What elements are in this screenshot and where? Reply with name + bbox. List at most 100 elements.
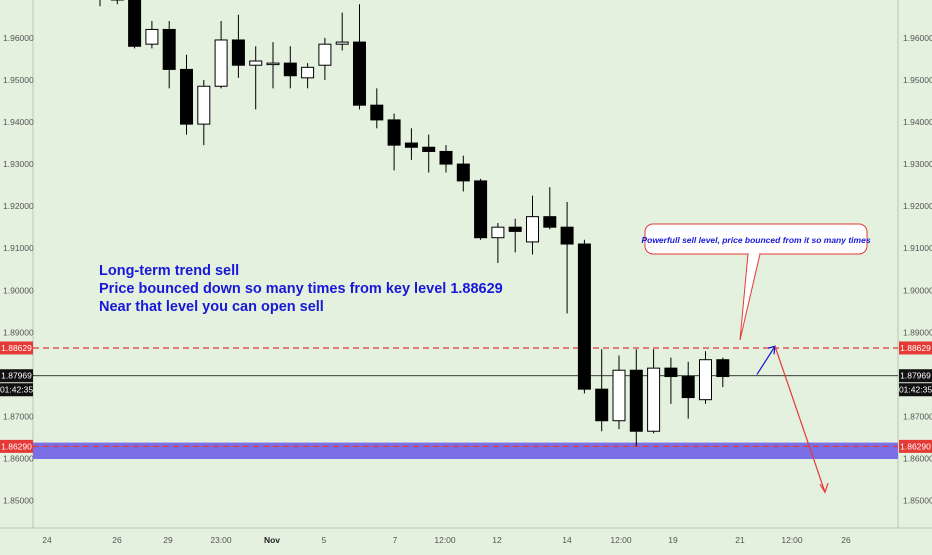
callout-text: Powerfull sell level, price bounced from… — [641, 235, 870, 245]
candle — [145, 21, 159, 49]
trade-note-line-1: Long-term trend sell — [99, 263, 239, 279]
candle-body-bear — [456, 163, 470, 182]
candle — [612, 355, 626, 430]
time-tick: 26 — [841, 535, 851, 545]
candle-body-bear — [180, 68, 193, 125]
candle-body-bear — [404, 142, 418, 148]
candle-body-bull — [318, 43, 332, 66]
time-tick: 12:00 — [434, 535, 456, 545]
left-level-labels: 1.88629 1.87969 01:42:35 1.86290 — [0, 341, 33, 453]
candle-body-bull — [699, 359, 712, 401]
candle-body-bull — [335, 41, 349, 45]
candle-body-bull — [249, 60, 263, 66]
candle-body-bear — [370, 104, 384, 121]
candle — [214, 21, 228, 89]
time-tick: 12 — [492, 535, 502, 545]
left-current-price-label: 1.87969 — [1, 371, 32, 381]
right-price-tick: 1.92000 — [903, 201, 932, 211]
candle-body-bear — [439, 150, 453, 165]
blue-arrow-head — [767, 345, 776, 355]
candle — [491, 222, 505, 263]
left-price-tick: 1.91000 — [3, 243, 34, 253]
left-resistance-label: 1.88629 — [1, 343, 32, 353]
candle — [716, 357, 730, 388]
right-support-label: 1.86290 — [900, 441, 931, 451]
candle-body-bull — [266, 62, 280, 66]
candle-body-bear — [162, 28, 176, 70]
candle — [162, 21, 176, 89]
right-price-tick: 1.87000 — [903, 412, 932, 422]
candle — [353, 4, 366, 110]
candle — [543, 187, 557, 230]
projection-arrows — [756, 345, 829, 494]
left-price-tick: 1.94000 — [3, 117, 34, 127]
left-current-price-box — [0, 369, 33, 383]
right-price-tick: 1.86000 — [903, 454, 932, 464]
right-price-tick: 1.85000 — [903, 496, 932, 506]
time-tick: 5 — [322, 535, 327, 545]
candle — [404, 128, 418, 160]
candle — [681, 361, 695, 419]
left-price-tick: 1.87000 — [3, 412, 34, 422]
trade-note-line-3: Near that level you can open sell — [99, 299, 324, 315]
candle-body-bull — [145, 28, 159, 45]
blue-up-arrow — [756, 345, 776, 375]
candle-body-bear — [422, 146, 436, 152]
right-price-tick: 1.93000 — [903, 159, 932, 169]
candle — [474, 178, 488, 240]
right-price-tick: 1.96000 — [903, 33, 932, 43]
candle — [370, 88, 384, 129]
candle — [128, 0, 142, 49]
candle — [180, 54, 193, 135]
left-price-tick: 1.90000 — [3, 285, 34, 295]
left-price-tick: 1.89000 — [3, 327, 34, 337]
candle-body-bull — [197, 85, 211, 125]
callout-pointer — [739, 253, 761, 341]
candle — [335, 12, 349, 51]
candle — [283, 46, 297, 89]
callout-annotation[interactable]: Powerfull sell level, price bounced from… — [641, 223, 871, 341]
candle-body-bear — [595, 388, 609, 422]
time-tick: 12:00 — [610, 535, 632, 545]
left-price-tick: 1.85000 — [3, 496, 34, 506]
red-arrow-head — [819, 483, 829, 494]
right-level-labels: 1.88629 1.87969 01:42:35 1.86290 — [899, 341, 932, 453]
candle — [526, 195, 539, 255]
trade-note[interactable]: Long-term trend sell Price bounced down … — [99, 263, 503, 315]
left-price-tick: 1.93000 — [3, 159, 34, 169]
candle — [699, 351, 712, 404]
candles-layer — [99, 0, 730, 446]
candle — [560, 201, 574, 314]
candle — [301, 63, 315, 89]
time-tick: 23:00 — [210, 535, 232, 545]
candle — [387, 113, 401, 171]
trade-note-line-2: Price bounced down so many times from ke… — [99, 281, 503, 297]
right-countdown-box — [899, 383, 932, 397]
time-tick: 12:00 — [781, 535, 803, 545]
left-price-tick: 1.92000 — [3, 201, 34, 211]
right-price-tick: 1.91000 — [903, 243, 932, 253]
candle — [266, 42, 280, 89]
candle-body-bear — [231, 39, 245, 66]
candle — [318, 37, 332, 80]
time-tick: 26 — [112, 535, 122, 545]
right-resistance-label-box — [899, 341, 932, 355]
left-price-tick: 1.86000 — [3, 454, 34, 464]
candle-body-bear — [681, 376, 695, 399]
right-countdown-label: 01:42:35 — [899, 385, 932, 395]
candle-body-bear — [560, 226, 574, 245]
candle-body-bull — [647, 367, 661, 432]
candle-body-bear — [577, 243, 591, 390]
candle-body-bear — [716, 359, 730, 378]
right-price-tick: 1.95000 — [903, 75, 932, 85]
time-tick: Nov — [264, 535, 280, 545]
candle-body-bear — [474, 180, 488, 239]
candle-body-bull — [214, 39, 228, 87]
candle-body-bull — [491, 226, 505, 239]
candle-body-bull — [526, 216, 539, 243]
candle-body-bear — [629, 369, 643, 432]
left-price-tick: 1.95000 — [3, 75, 34, 85]
candle — [197, 79, 211, 146]
